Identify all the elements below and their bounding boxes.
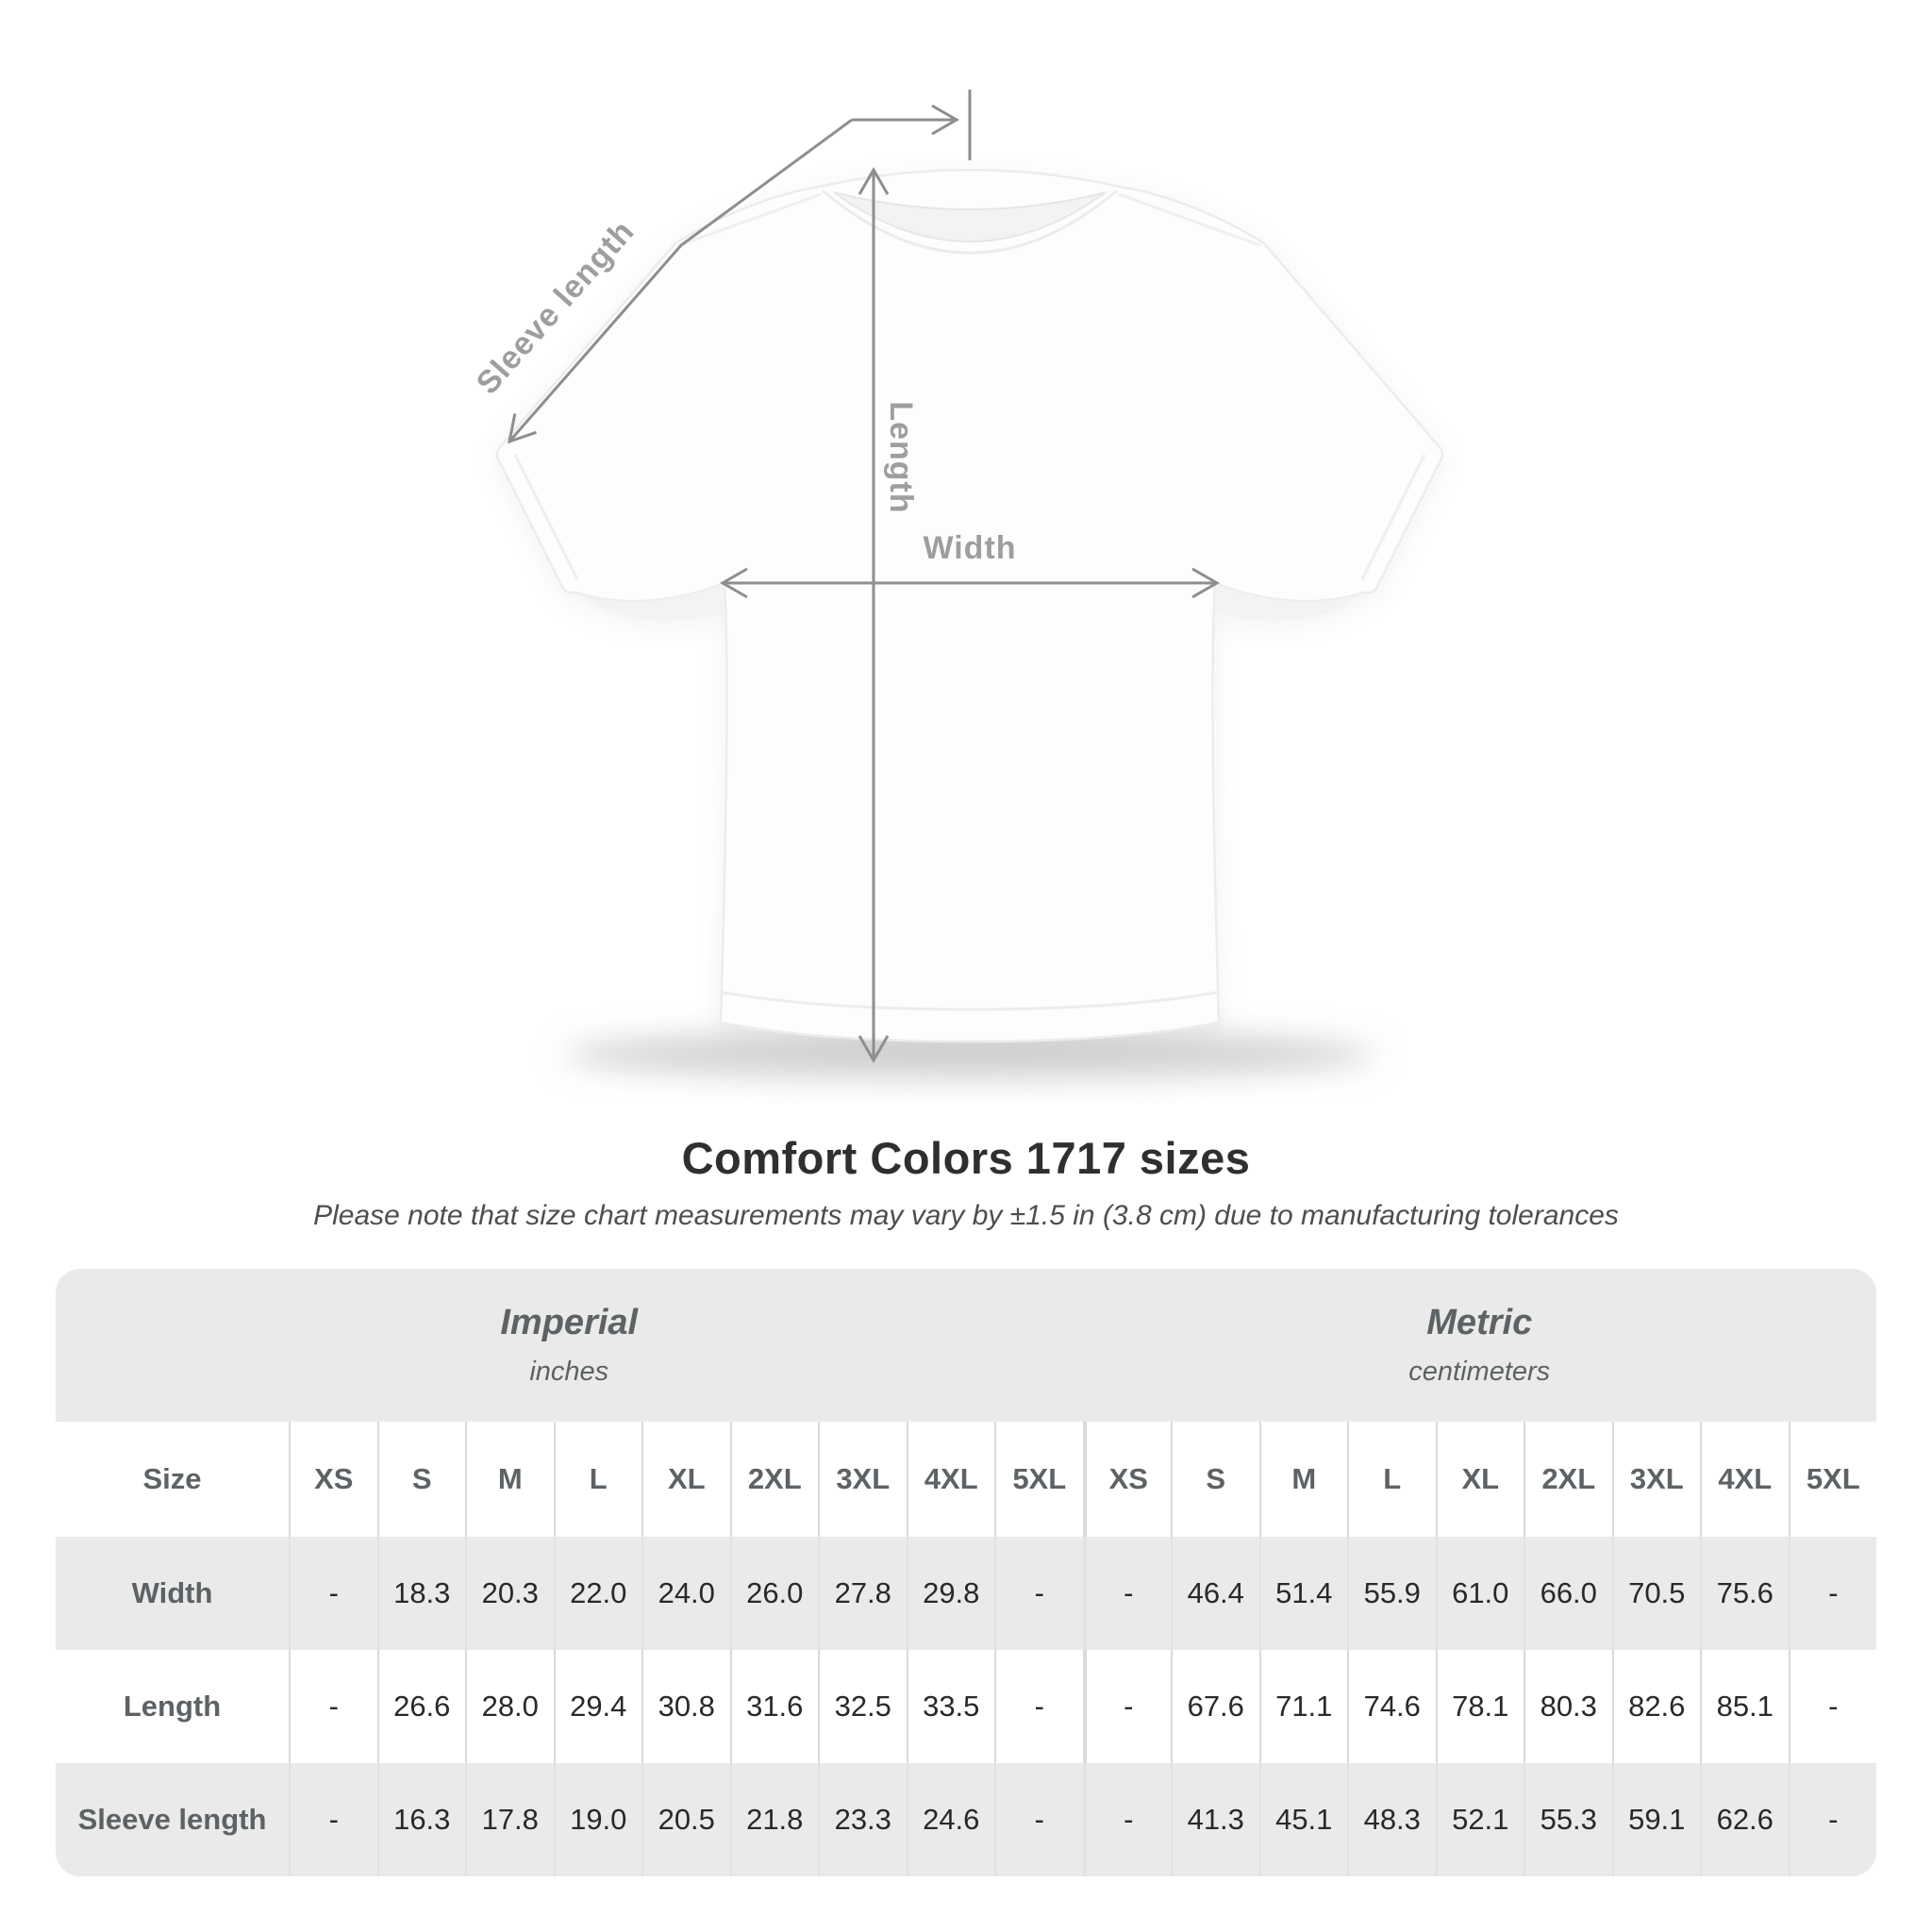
value-cell: 19.0 [553,1763,641,1876]
row-length: Length - 26.6 28.0 29.4 30.8 31.6 32.5 3… [56,1650,1876,1763]
tshirt-diagram: Sleeve length Length Width [470,90,1444,1079]
value-cell: - [1788,1537,1876,1650]
value-cell: 27.8 [818,1537,907,1650]
row-sleeve-length: Sleeve length - 16.3 17.8 19.0 20.5 21.8… [56,1763,1876,1876]
value-cell: 45.1 [1258,1763,1347,1876]
value-cell: 62.6 [1700,1763,1789,1876]
metric-label: Metric [1426,1303,1533,1342]
size-header-cell: 2XL [1524,1422,1612,1537]
value-cell: 30.8 [641,1650,730,1763]
value-cell: 75.6 [1700,1537,1789,1650]
size-header-cell: 2XL [729,1422,818,1537]
metric-header: Metric centimeters [1082,1269,1876,1422]
value-cell: 74.6 [1347,1650,1436,1763]
imperial-label: Imperial [500,1303,639,1342]
value-cell: - [1788,1763,1876,1876]
size-header-cell: S [1171,1422,1259,1537]
value-cell: 24.6 [906,1763,994,1876]
value-cell: 52.1 [1435,1763,1524,1876]
value-cell: 33.5 [906,1650,994,1763]
value-cell: 67.6 [1171,1650,1259,1763]
value-cell: - [994,1763,1083,1876]
centimeters-label: centimeters [1408,1357,1551,1387]
size-header-cell: 5XL [1788,1422,1876,1537]
value-cell: - [994,1650,1083,1763]
value-cell: 22.0 [553,1537,641,1650]
value-cell: 29.4 [553,1650,641,1763]
value-cell: 55.3 [1524,1763,1612,1876]
value-cell: - [1082,1537,1171,1650]
value-cell: 78.1 [1435,1650,1524,1763]
value-cell: - [1082,1763,1171,1876]
value-cell: 82.6 [1611,1650,1700,1763]
size-header-cell: M [1258,1422,1347,1537]
page-title: Comfort Colors 1717 sizes [681,1133,1251,1183]
value-cell: 48.3 [1347,1763,1436,1876]
collar [833,192,1107,242]
value-cell: 26.0 [729,1537,818,1650]
value-cell: 31.6 [729,1650,818,1763]
size-header-cell: XL [641,1422,730,1537]
value-cell: 18.3 [376,1537,465,1650]
value-cell: - [289,1537,377,1650]
unit-header-row: Imperial inches Metric centimeters [56,1269,1876,1422]
value-cell: 21.8 [729,1763,818,1876]
value-cell: - [1082,1650,1171,1763]
measurement-annotations [508,90,1221,1064]
value-cell: 20.5 [641,1763,730,1876]
row-label: Sleeve length [56,1763,289,1876]
value-cell: - [994,1537,1083,1650]
value-cell: 61.0 [1435,1537,1524,1650]
tolerance-note: Please note that size chart measurements… [313,1200,1619,1231]
value-cell: - [289,1763,377,1876]
value-cell: 51.4 [1258,1537,1347,1650]
value-cell: 23.3 [818,1763,907,1876]
size-header-cell: L [553,1422,641,1537]
value-cell: 41.3 [1171,1763,1259,1876]
size-header-cell: L [1347,1422,1436,1537]
row-label: Width [56,1537,289,1650]
size-header-row: Size XS S M L XL 2XL 3XL 4XL 5XL XS S M … [56,1422,1876,1537]
tshirt-photo [495,168,1444,1043]
size-header-cell: 3XL [818,1422,907,1537]
size-header-cell: M [465,1422,554,1537]
value-cell: 59.1 [1611,1763,1700,1876]
length-label: Length [883,401,919,513]
size-header-cell: XS [1082,1422,1171,1537]
value-cell: 26.6 [376,1650,465,1763]
value-cell: 29.8 [906,1537,994,1650]
ground-shadow [564,1030,1375,1079]
value-cell: - [289,1650,377,1763]
size-header-cell: XS [289,1422,377,1537]
value-cell: 70.5 [1611,1537,1700,1650]
value-cell: 55.9 [1347,1537,1436,1650]
size-table: Imperial inches Metric centimeters Size … [56,1269,1876,1876]
inches-label: inches [529,1357,609,1387]
row-width: Width - 18.3 20.3 22.0 24.0 26.0 27.8 29… [56,1537,1876,1650]
size-header-cell: 4XL [906,1422,994,1537]
value-cell: 28.0 [465,1650,554,1763]
value-cell: 32.5 [818,1650,907,1763]
value-cell: - [1788,1650,1876,1763]
size-header-cell: S [376,1422,465,1537]
value-cell: 71.1 [1258,1650,1347,1763]
size-col-header: Size [56,1422,289,1537]
value-cell: 24.0 [641,1537,730,1650]
value-cell: 66.0 [1524,1537,1612,1650]
width-label: Width [923,530,1016,566]
size-header-cell: XL [1435,1422,1524,1537]
value-cell: 20.3 [465,1537,554,1650]
size-header-cell: 4XL [1700,1422,1789,1537]
value-cell: 46.4 [1171,1537,1259,1650]
value-cell: 80.3 [1524,1650,1612,1763]
size-header-cell: 5XL [994,1422,1083,1537]
value-cell: 85.1 [1700,1650,1789,1763]
size-header-cell: 3XL [1611,1422,1700,1537]
value-cell: 17.8 [465,1763,554,1876]
row-label: Length [56,1650,289,1763]
sleeve-arrow-diagonal [508,118,853,444]
value-cell: 16.3 [376,1763,465,1876]
imperial-header: Imperial inches [56,1269,1083,1422]
